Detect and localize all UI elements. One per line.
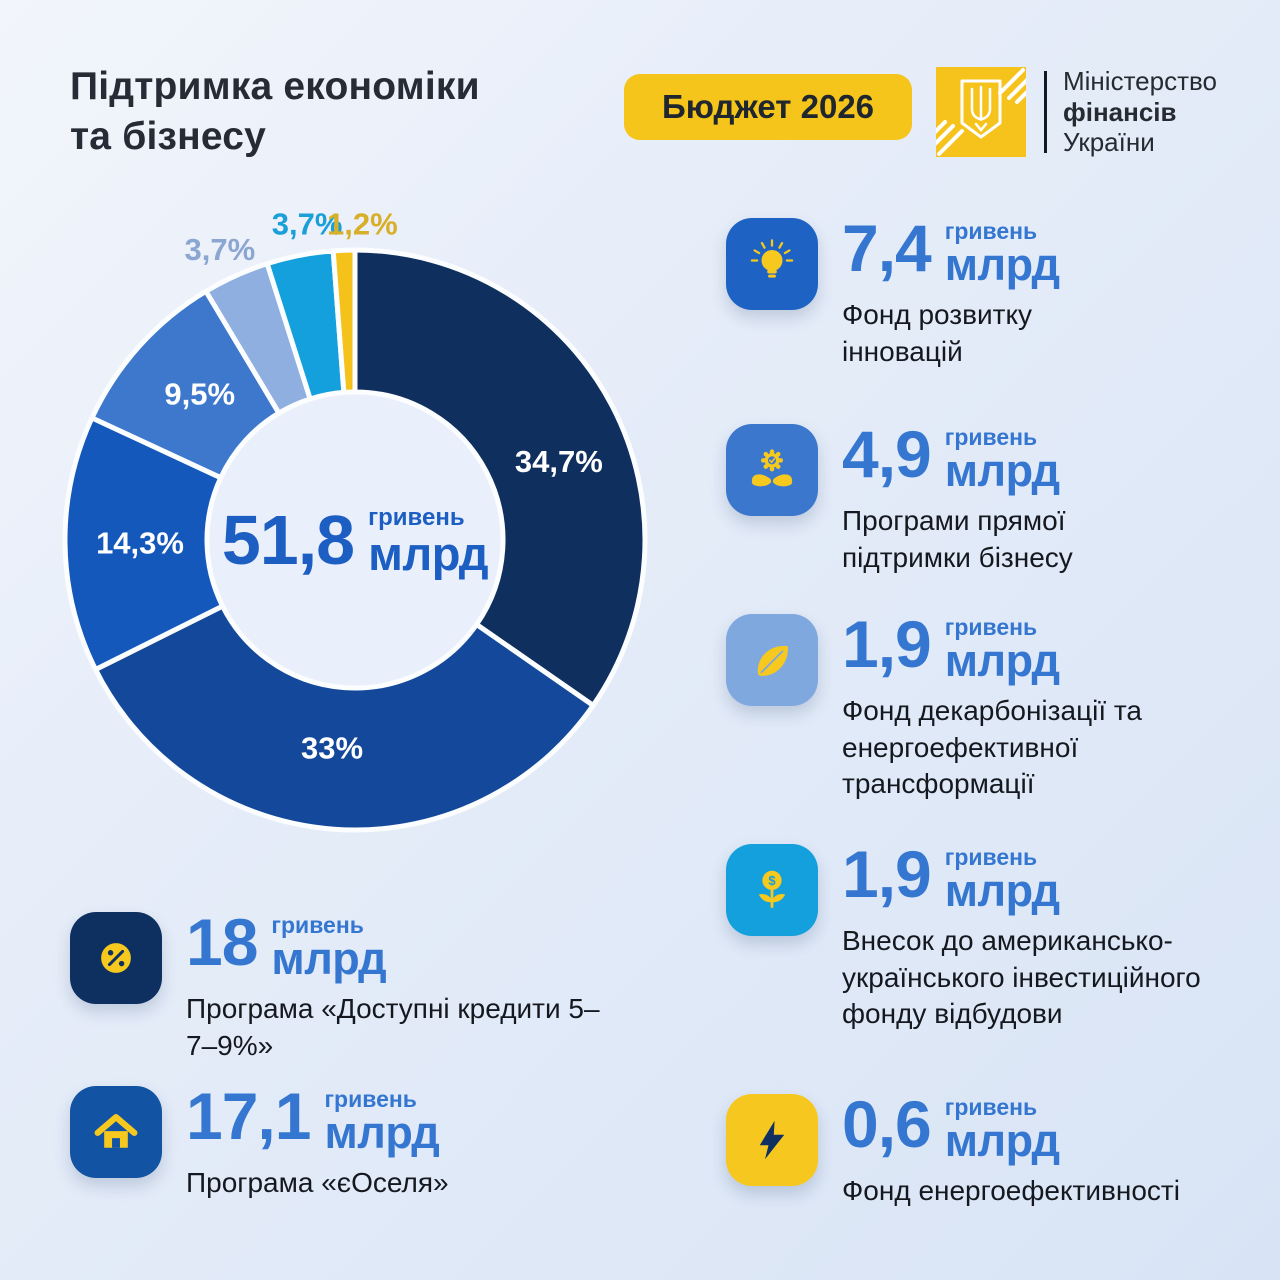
total-unit-currency: гривень — [368, 504, 465, 532]
donut-hole — [203, 388, 507, 692]
stat-credits-5-7-9: 18 гривень млрд Програма «Доступні креди… — [70, 905, 606, 1064]
donut-slice-label: 3,7% — [272, 206, 343, 241]
stat-description: Фонд енергоефективності — [842, 1175, 1180, 1207]
donut-slice — [330, 247, 358, 395]
donut-chart: 34,7%33%14,3%9,5%3,7%3,7%1,2% — [62, 206, 648, 833]
ministry-name: Міністерство фінансів України — [1063, 66, 1217, 158]
leaf-icon — [726, 614, 818, 706]
stat-investment-fund: $ 1,9 гривень млрд Внесок до американськ… — [726, 837, 1202, 1032]
stat-value: 1,9 гривень млрд — [842, 607, 1060, 687]
page-title-line2: та бізнесу — [70, 114, 267, 158]
donut-slice-label: 14,3% — [96, 525, 184, 560]
ministry-logo: Міністерство фінансів України — [936, 66, 1217, 158]
page-title-line1: Підтримка економіки — [70, 65, 480, 108]
stat-description: Фонд розвитку інновацій — [842, 299, 1033, 367]
donut-slice — [62, 415, 226, 673]
stat-description: Програма «єОселя» — [186, 1167, 449, 1199]
stat-value: 18 гривень млрд — [186, 905, 387, 985]
lightbulb-icon — [726, 218, 818, 310]
stat-innovation-fund: 7,4 гривень млрд Фонд розвитку інновацій — [726, 211, 1092, 370]
stat-energy-efficiency-fund: 0,6 гривень млрд Фонд енергоефективності — [726, 1087, 1280, 1210]
stat-description: Програма «Доступні кредити 5–7–9%» — [186, 993, 600, 1061]
stat-value: 7,4 гривень млрд — [842, 211, 1060, 291]
trident-icon — [936, 67, 1026, 157]
stat-eoselya: 17,1 гривень млрд Програма «єОселя» — [70, 1079, 626, 1202]
donut-slice — [93, 603, 596, 833]
money-plant-icon: $ — [726, 844, 818, 936]
total-value: 51,8 — [221, 500, 355, 579]
stat-description: Фонд декарбонізації та енергоефективної … — [842, 695, 1142, 800]
donut-slice — [352, 247, 648, 708]
stat-value: 0,6 гривень млрд — [842, 1087, 1060, 1167]
stat-value: 4,9 гривень млрд — [842, 417, 1060, 497]
logo-divider — [1044, 71, 1047, 153]
stat-description: Внесок до американсько-українського інве… — [842, 925, 1201, 1030]
donut-slice-label: 9,5% — [164, 376, 235, 411]
donut-slice-label: 33% — [301, 731, 363, 766]
stat-description: Програми прямої підтримки бізнесу — [842, 505, 1073, 573]
svg-text:$: $ — [768, 873, 776, 888]
donut-slice-label: 1,2% — [327, 206, 398, 241]
stat-decarbonization-fund: 1,9 гривень млрд Фонд декарбонізації та … — [726, 607, 1162, 802]
total-unit-billions: млрд — [368, 526, 489, 580]
stat-business-support: 4,9 гривень млрд Програми прямої підтрим… — [726, 417, 1142, 576]
house-icon — [70, 1086, 162, 1178]
lightning-icon — [726, 1094, 818, 1186]
budget-badge: Бюджет 2026 — [624, 74, 913, 140]
page-title: Підтримка економіки та бізнесу — [70, 62, 630, 162]
stat-value: 17,1 гривень млрд — [186, 1079, 440, 1159]
stat-value: 1,9 гривень млрд — [842, 837, 1060, 917]
hands-gear-icon — [726, 424, 818, 516]
donut-slice-label: 3,7% — [185, 232, 256, 267]
donut-slice-label: 34,7% — [515, 444, 603, 479]
percent-icon — [70, 912, 162, 1004]
donut-center-total: 51,8 гривень млрд — [185, 492, 525, 588]
